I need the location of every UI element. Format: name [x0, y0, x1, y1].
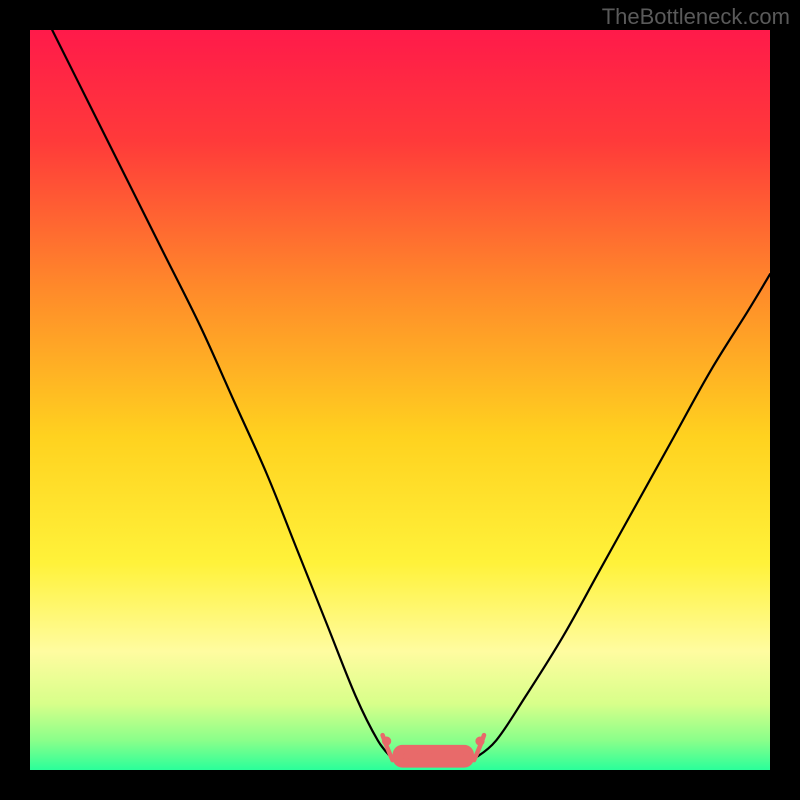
- flat-dot: [403, 753, 410, 760]
- bottleneck-chart: [30, 30, 770, 770]
- flat-dot: [443, 753, 450, 760]
- flat-dot: [430, 753, 437, 760]
- chart-plot-area: [30, 30, 770, 770]
- gradient-background: [30, 30, 770, 770]
- flat-dot: [382, 737, 391, 746]
- watermark-text: TheBottleneck.com: [602, 4, 790, 30]
- flat-dot: [416, 753, 423, 760]
- flat-dot: [475, 737, 484, 746]
- flat-dot: [457, 753, 464, 760]
